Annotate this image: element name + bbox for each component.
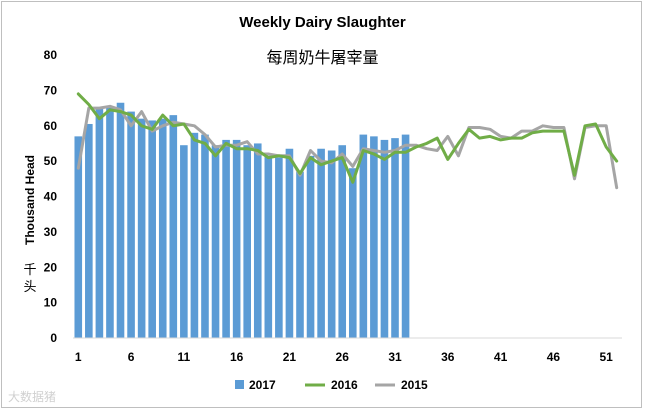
bar [232, 139, 241, 338]
y-tick-label: 0 [50, 331, 57, 345]
x-tick-label: 21 [283, 350, 297, 364]
x-tick-label: 1 [75, 350, 82, 364]
legend-label: 2017 [249, 378, 276, 392]
bar [306, 155, 315, 338]
bar [359, 134, 368, 338]
bar [222, 139, 230, 338]
x-tick-label: 41 [494, 350, 508, 364]
x-tick-label: 51 [599, 350, 613, 364]
x-tick-label: 11 [178, 350, 191, 364]
y-axis-label-cn: 千头 [23, 263, 37, 295]
bar [85, 123, 93, 338]
bar [380, 139, 389, 338]
x-tick-label: 16 [230, 350, 244, 364]
bar [296, 171, 304, 338]
bar [211, 145, 220, 338]
bar [190, 132, 199, 338]
y-tick-label: 10 [44, 296, 58, 310]
chart-title: Weekly Dairy Slaughter [239, 14, 406, 31]
x-tick-label: 31 [388, 350, 402, 364]
bar [158, 118, 167, 338]
bar [180, 145, 188, 338]
bar [275, 157, 283, 338]
bar [401, 134, 410, 338]
y-tick-label: 80 [44, 48, 58, 62]
x-tick-label: 26 [336, 350, 350, 364]
bar [327, 150, 336, 338]
bar [338, 145, 347, 338]
series-line [76, 92, 619, 184]
bar [148, 120, 156, 338]
bar [201, 134, 209, 338]
bar [116, 102, 125, 338]
watermark-text: 大数据猪 [8, 390, 57, 404]
bar [391, 138, 399, 338]
chart-subtitle: 每周奶牛屠宰量 [266, 48, 379, 67]
bar [348, 168, 357, 338]
bar [169, 115, 178, 338]
bar [264, 155, 273, 338]
bar [95, 108, 104, 338]
y-tick-label: 40 [44, 190, 58, 204]
y-tick-label: 30 [44, 225, 58, 239]
bar [106, 106, 114, 338]
bar [253, 143, 262, 338]
bar [137, 118, 146, 338]
legend-label: 2015 [401, 378, 428, 392]
y-tick-label: 20 [44, 260, 58, 274]
series-line [76, 104, 619, 190]
legend-label: 2016 [331, 378, 358, 392]
bar [285, 148, 294, 338]
x-tick-label: 36 [441, 350, 455, 364]
bar [317, 148, 325, 338]
x-tick-label: 46 [547, 350, 561, 364]
y-tick-label: 60 [44, 119, 58, 133]
bar [74, 136, 83, 338]
x-tick-label: 6 [128, 350, 135, 364]
bar [243, 145, 252, 338]
y-tick-label: 70 [44, 83, 58, 97]
y-tick-label: 50 [44, 154, 58, 168]
bar [370, 136, 378, 338]
legend-swatch [235, 380, 244, 389]
bar [127, 111, 135, 338]
